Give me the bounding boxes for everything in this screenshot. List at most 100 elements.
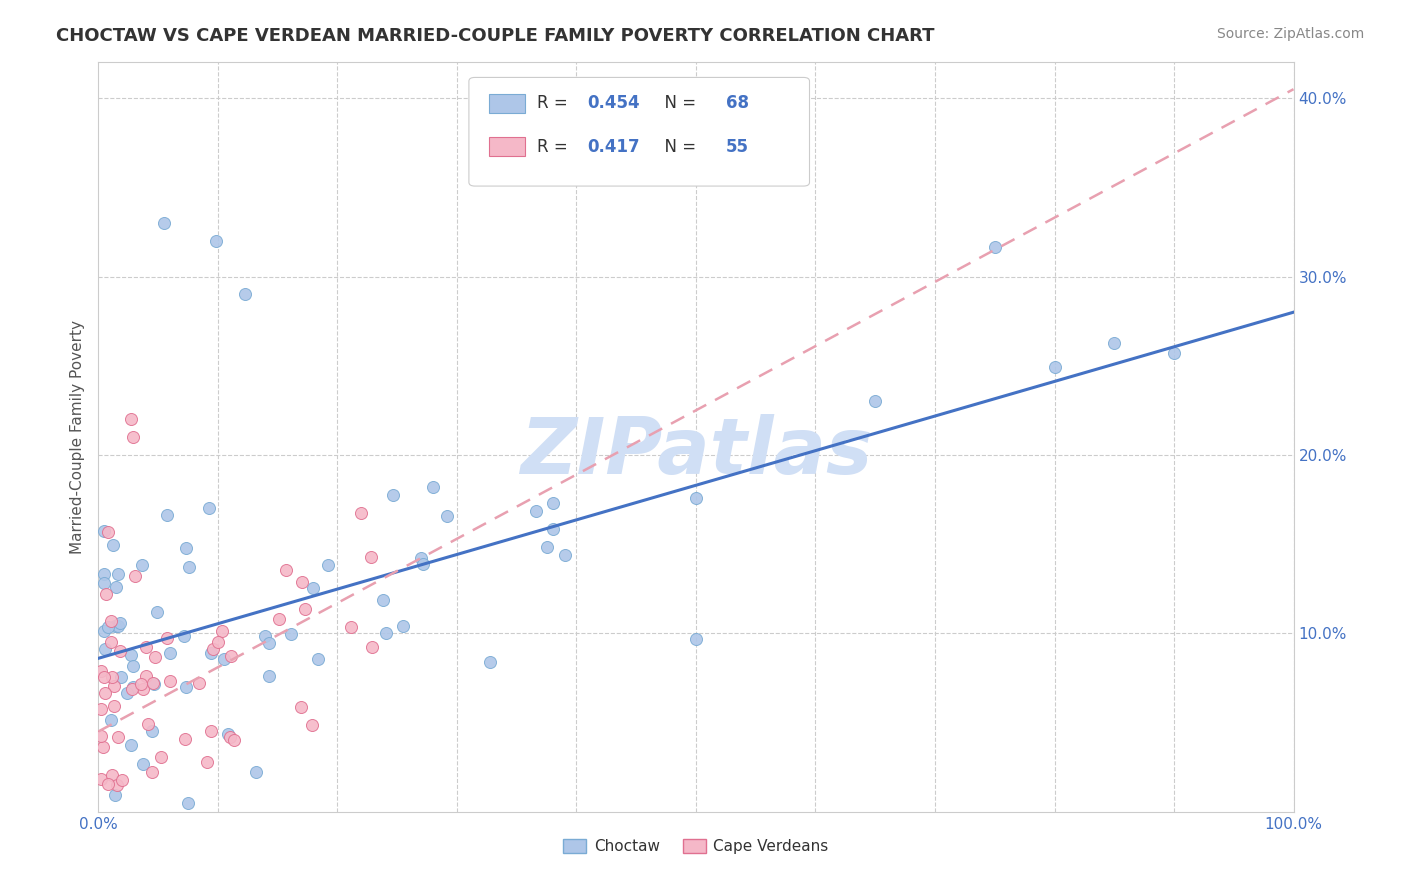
Point — [93, 566, 115, 581]
Point — [316, 558, 339, 573]
Point — [307, 652, 329, 666]
Point — [97, 525, 120, 540]
Point — [104, 619, 127, 633]
Text: R =: R = — [537, 95, 574, 112]
FancyBboxPatch shape — [470, 78, 810, 186]
Point — [173, 629, 195, 643]
Point — [983, 240, 1005, 254]
Point — [436, 509, 458, 524]
Point — [195, 755, 218, 769]
Point — [107, 619, 129, 633]
Point — [122, 658, 145, 673]
Point — [375, 625, 398, 640]
Point — [93, 524, 115, 538]
Point — [107, 567, 129, 582]
Point — [301, 718, 323, 732]
Point — [290, 575, 312, 590]
Point — [409, 550, 432, 565]
Point — [121, 430, 143, 444]
Point — [422, 479, 444, 493]
Point — [149, 749, 172, 764]
Point — [219, 730, 242, 744]
Point — [479, 655, 502, 669]
Point — [381, 488, 404, 502]
Point — [217, 727, 239, 741]
Point — [94, 587, 117, 601]
Point — [177, 796, 200, 810]
Point — [103, 699, 125, 714]
Point — [863, 393, 886, 408]
Point — [108, 616, 131, 631]
Point — [156, 508, 179, 522]
Legend: Choctaw, Cape Verdeans: Choctaw, Cape Verdeans — [557, 833, 835, 860]
Point — [524, 503, 547, 517]
Point — [105, 580, 128, 594]
Text: N =: N = — [654, 137, 702, 156]
Point — [543, 496, 565, 510]
Point — [115, 685, 138, 699]
Text: 55: 55 — [725, 137, 749, 156]
Point — [156, 632, 179, 646]
Point — [129, 677, 152, 691]
Point — [294, 602, 316, 616]
Point — [412, 557, 434, 571]
Point — [94, 686, 117, 700]
Point — [371, 593, 394, 607]
Point — [207, 634, 229, 648]
Point — [200, 724, 222, 739]
Point — [97, 777, 120, 791]
Point — [290, 700, 312, 714]
Point — [177, 559, 200, 574]
Point — [132, 682, 155, 697]
Point — [90, 664, 112, 678]
Point — [145, 606, 167, 620]
Point — [103, 679, 125, 693]
Point — [100, 614, 122, 628]
Point — [235, 287, 257, 301]
Point — [100, 670, 122, 684]
Point — [132, 757, 155, 772]
Point — [174, 680, 197, 694]
Point — [141, 724, 163, 739]
Point — [257, 635, 280, 649]
Point — [350, 506, 373, 520]
Point — [201, 642, 224, 657]
Point — [222, 733, 245, 747]
Point — [135, 669, 157, 683]
Point — [214, 652, 236, 666]
Point — [100, 768, 122, 782]
Point — [152, 216, 174, 230]
Point — [302, 582, 325, 596]
Point — [187, 675, 209, 690]
Point — [93, 670, 115, 684]
Text: 0.454: 0.454 — [588, 95, 640, 112]
Point — [685, 491, 707, 506]
Text: ZIPatlas: ZIPatlas — [520, 414, 872, 490]
Text: Source: ZipAtlas.com: Source: ZipAtlas.com — [1216, 27, 1364, 41]
Point — [141, 765, 163, 780]
Point — [105, 778, 128, 792]
FancyBboxPatch shape — [489, 94, 524, 112]
Point — [173, 731, 195, 746]
Point — [392, 619, 415, 633]
Point — [97, 620, 120, 634]
Point — [122, 680, 145, 694]
Text: CHOCTAW VS CAPE VERDEAN MARRIED-COUPLE FAMILY POVERTY CORRELATION CHART: CHOCTAW VS CAPE VERDEAN MARRIED-COUPLE F… — [56, 27, 935, 45]
Point — [221, 648, 243, 663]
Point — [110, 644, 132, 658]
Point — [1043, 360, 1066, 375]
Point — [101, 538, 124, 552]
Point — [120, 738, 142, 752]
Point — [554, 548, 576, 562]
Point — [111, 772, 134, 787]
Point — [361, 640, 384, 655]
Y-axis label: Married-Couple Family Poverty: Married-Couple Family Poverty — [69, 320, 84, 554]
Point — [136, 716, 159, 731]
Point — [360, 550, 382, 565]
Point — [1163, 346, 1185, 360]
Point — [135, 640, 157, 654]
Point — [93, 576, 115, 591]
Point — [159, 673, 181, 688]
Point — [90, 729, 112, 743]
Point — [94, 642, 117, 657]
